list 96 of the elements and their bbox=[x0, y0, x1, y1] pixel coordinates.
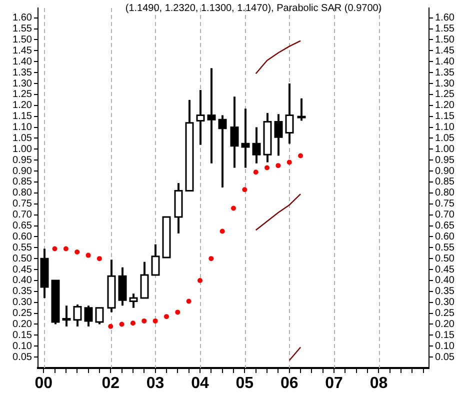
y-tick-label: 0.65 bbox=[12, 220, 32, 232]
y2-tick-label: 1.50 bbox=[435, 34, 455, 46]
y-tick-label: 0.15 bbox=[12, 330, 32, 341]
point bbox=[86, 252, 91, 258]
y-tick-label: 0.30 bbox=[12, 297, 32, 308]
y-tick-label: 1.60 bbox=[12, 12, 32, 24]
y-tick-label: 1.10 bbox=[12, 122, 32, 134]
y-tick-label: 0.20 bbox=[12, 318, 32, 330]
y2-tick-label: 0.40 bbox=[435, 275, 455, 286]
y2-tick-label: 1.00 bbox=[435, 144, 455, 155]
y-tick-label: 0.60 bbox=[12, 231, 32, 242]
x-tick-label: 02 bbox=[102, 375, 120, 392]
y2-tick-label: 1.20 bbox=[435, 100, 455, 112]
y-tick-label: 1.30 bbox=[12, 78, 32, 90]
y-tick-label: 0.55 bbox=[12, 242, 32, 254]
point bbox=[142, 318, 147, 324]
y2-tick-label: 0.10 bbox=[435, 340, 455, 352]
point bbox=[253, 170, 258, 175]
y2-tick-label: 1.60 bbox=[435, 12, 455, 24]
y2-tick-label: 1.45 bbox=[435, 45, 455, 56]
y-tick-label: 0.85 bbox=[12, 176, 32, 188]
y2-tick-label: 0.15 bbox=[435, 330, 455, 341]
y2-tick-label: 0.90 bbox=[435, 166, 455, 177]
y-tick-label: 1.55 bbox=[12, 24, 32, 35]
x-tick-label: 00 bbox=[34, 375, 53, 392]
y2-tick-label: 0.65 bbox=[435, 220, 455, 232]
y-tick-label: 1.40 bbox=[12, 56, 32, 68]
y-tick-label: 1.45 bbox=[12, 45, 32, 56]
y-tick-label: 0.10 bbox=[12, 340, 32, 352]
y2-tick-label: 0.60 bbox=[435, 231, 455, 242]
y2-tick-label: 1.05 bbox=[435, 132, 455, 144]
point bbox=[74, 250, 80, 255]
y-tick-label: 0.45 bbox=[12, 264, 32, 276]
y2-tick-label: 1.35 bbox=[435, 67, 455, 78]
y2-tick-label: 1.55 bbox=[435, 24, 455, 35]
y2-tick-label: 0.50 bbox=[435, 253, 455, 264]
point bbox=[152, 318, 158, 324]
y-tick-label: 0.05 bbox=[12, 352, 32, 363]
y2-tick-label: 0.70 bbox=[435, 210, 455, 221]
y2-tick-label: 1.10 bbox=[435, 122, 455, 134]
y-tick-label: 0.90 bbox=[12, 166, 32, 177]
point bbox=[208, 256, 214, 262]
point bbox=[63, 246, 68, 252]
y-tick-label: 0.50 bbox=[12, 253, 32, 264]
y-tick-label: 0.25 bbox=[12, 308, 32, 320]
y2-tick-label: 0.05 bbox=[435, 352, 455, 363]
y-tick-label: 0.95 bbox=[12, 154, 32, 166]
y2-tick-label: 0.35 bbox=[435, 286, 455, 298]
y-tick-label: 0.40 bbox=[12, 275, 32, 286]
y2-tick-label: 0.55 bbox=[435, 242, 455, 254]
y-tick-label: 1.35 bbox=[12, 67, 32, 78]
point bbox=[220, 228, 225, 234]
point bbox=[108, 324, 114, 329]
x-tick-label: 03 bbox=[146, 375, 164, 392]
x-tick-label: 08 bbox=[370, 375, 388, 392]
y2-tick-label: 0.95 bbox=[435, 154, 455, 166]
y2-tick-label: 0.85 bbox=[435, 176, 455, 188]
y2-tick-label: 1.40 bbox=[435, 56, 455, 68]
point bbox=[242, 187, 248, 192]
point bbox=[264, 165, 270, 170]
point bbox=[197, 278, 202, 283]
point bbox=[52, 246, 58, 252]
y-tick-label: 0.70 bbox=[12, 210, 32, 221]
y-tick-label: 1.20 bbox=[12, 100, 32, 112]
x-tick-label: 07 bbox=[325, 375, 344, 392]
point bbox=[164, 314, 169, 320]
y2-tick-label: 1.15 bbox=[435, 111, 455, 122]
point bbox=[286, 160, 292, 165]
y2-tick-label: 1.30 bbox=[435, 78, 455, 90]
y-tick-label: 0.35 bbox=[12, 286, 32, 298]
y2-tick-label: 1.25 bbox=[435, 89, 455, 100]
point bbox=[175, 310, 180, 315]
y2-tick-label: 0.80 bbox=[435, 188, 455, 199]
point bbox=[130, 320, 136, 326]
point bbox=[186, 298, 192, 304]
y-tick-label: 1.25 bbox=[12, 89, 32, 100]
y-tick-label: 0.80 bbox=[12, 188, 32, 199]
y2-tick-label: 0.30 bbox=[435, 297, 455, 308]
y2-tick-label: 0.45 bbox=[435, 264, 455, 276]
point bbox=[231, 206, 236, 211]
y2-tick-label: 0.75 bbox=[435, 198, 455, 210]
x-tick-label: 05 bbox=[236, 375, 254, 392]
point bbox=[276, 163, 281, 168]
point bbox=[298, 153, 304, 158]
y-tick-label: 0.75 bbox=[12, 198, 32, 210]
y-tick-label: 1.50 bbox=[12, 34, 32, 46]
point bbox=[119, 322, 124, 327]
y-tick-label: 1.05 bbox=[12, 132, 32, 144]
y-tick-label: 1.15 bbox=[12, 111, 32, 122]
y-tick-label: 1.00 bbox=[12, 144, 32, 155]
x-tick-label: 06 bbox=[280, 375, 298, 392]
x-tick-label: 04 bbox=[191, 375, 209, 392]
y2-tick-label: 0.25 bbox=[435, 308, 455, 320]
y2-tick-label: 0.20 bbox=[435, 318, 455, 330]
chart-title: (1.1490, 1.2320, 1.1300, 1.1470), Parabolic SAR (0.9700) bbox=[125, 2, 382, 14]
point bbox=[96, 256, 102, 262]
